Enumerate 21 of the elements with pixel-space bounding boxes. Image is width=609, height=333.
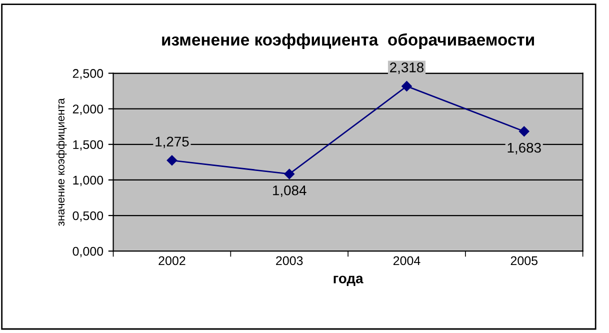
point xyxy=(166,155,178,166)
y-tick-label: 1,500 xyxy=(73,140,104,151)
x-tick-label: 2005 xyxy=(510,256,538,266)
x-tick-label: 2003 xyxy=(276,256,303,266)
point xyxy=(519,126,530,136)
chart-title: изменение коэффициента оборачиваемости xyxy=(162,33,534,49)
y-axis-title: значение коэффициента xyxy=(56,98,67,226)
point xyxy=(402,81,412,92)
data-label: 2,318 xyxy=(390,62,424,74)
y-tick-label: 0,500 xyxy=(72,211,104,222)
x-tick-label: 2004 xyxy=(393,256,420,266)
y-tick-label: 1,000 xyxy=(73,176,104,186)
x-axis-title: года xyxy=(334,276,364,286)
y-tick-label: 2,500 xyxy=(72,69,104,80)
point xyxy=(284,168,294,180)
y-tick-label: 0,000 xyxy=(72,246,104,258)
data-label: 1,275 xyxy=(156,136,189,148)
data-label: 1,683 xyxy=(508,142,541,154)
x-tick-label: 2002 xyxy=(158,256,186,266)
data-label: 1,084 xyxy=(273,185,306,197)
y-tick-label: 2,000 xyxy=(72,104,104,115)
